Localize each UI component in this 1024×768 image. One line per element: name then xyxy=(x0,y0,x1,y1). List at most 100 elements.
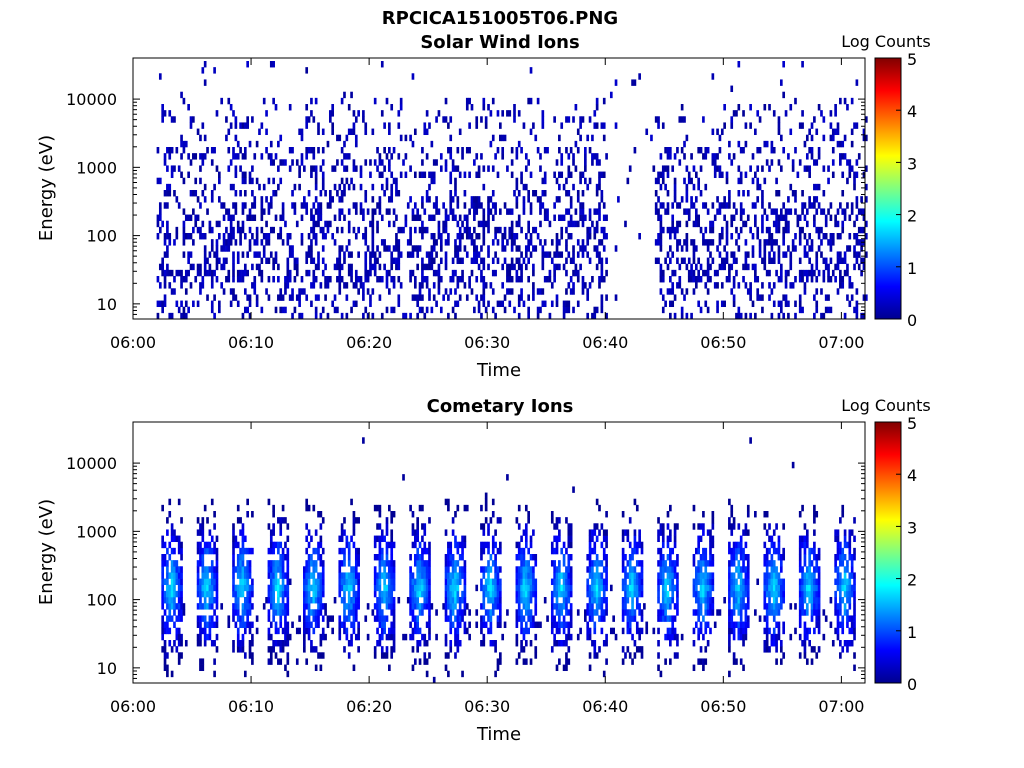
heatmap-cell xyxy=(565,300,568,308)
heatmap-cell xyxy=(232,294,235,301)
heatmap-cell xyxy=(605,603,608,610)
heatmap-cell xyxy=(272,560,275,567)
heatmap-cell xyxy=(664,300,667,308)
heatmap-cell xyxy=(784,208,788,215)
heatmap-cell xyxy=(480,312,483,320)
heatmap-cell xyxy=(591,547,594,555)
heatmap-cell xyxy=(728,584,731,592)
heatmap-cell xyxy=(862,312,866,320)
heatmap-cell xyxy=(600,269,604,277)
heatmap-cell xyxy=(324,282,327,289)
heatmap-cell xyxy=(428,584,431,592)
heatmap-cell xyxy=(836,233,840,240)
heatmap-cell xyxy=(331,128,335,136)
heatmap-cell xyxy=(175,269,179,277)
heatmap-cell xyxy=(600,226,604,234)
heatmap-cell xyxy=(473,159,476,166)
heatmap-cell xyxy=(416,640,420,647)
heatmap-cell xyxy=(236,269,240,277)
heatmap-cell xyxy=(255,294,259,301)
heatmap-cell xyxy=(732,590,736,598)
heatmap-cell xyxy=(853,183,856,191)
heatmap-cell xyxy=(801,226,804,234)
heatmap-cell xyxy=(728,560,731,567)
heatmap-cell xyxy=(730,578,734,586)
heatmap-cell xyxy=(218,177,221,185)
heatmap-cell xyxy=(702,572,705,579)
heatmap-cell xyxy=(158,202,162,209)
heatmap-cell xyxy=(794,97,797,105)
heatmap-cell xyxy=(184,269,188,277)
heatmap-cell xyxy=(730,233,734,240)
heatmap-cell xyxy=(631,590,634,598)
heatmap-cell xyxy=(321,245,325,252)
heatmap-cell xyxy=(347,208,351,215)
heatmap-cell xyxy=(347,578,351,586)
heatmap-cell xyxy=(383,597,386,604)
heatmap-cell xyxy=(364,128,368,136)
heatmap-cell xyxy=(281,560,285,567)
heatmap-cell xyxy=(749,282,752,289)
heatmap-cell xyxy=(177,603,181,610)
heatmap-cell xyxy=(444,159,448,166)
heatmap-cell xyxy=(494,566,497,573)
heatmap-cell xyxy=(388,603,391,610)
heatmap-cell xyxy=(210,276,214,283)
heatmap-cell xyxy=(439,306,443,314)
heatmap-cell xyxy=(595,578,599,586)
heatmap-cell xyxy=(850,165,854,172)
heatmap-cell xyxy=(482,621,486,629)
heatmap-cell xyxy=(203,79,207,86)
heatmap-cell xyxy=(513,306,516,314)
heatmap-cell xyxy=(716,208,719,215)
heatmap-cell xyxy=(520,251,523,258)
heatmap-cell xyxy=(326,226,330,234)
heatmap-cell xyxy=(813,183,816,191)
heatmap-cell xyxy=(595,584,599,592)
heatmap-cell xyxy=(567,627,571,635)
heatmap-cell xyxy=(534,621,538,629)
heatmap-cell xyxy=(449,208,453,215)
heatmap-cell xyxy=(692,220,696,228)
heatmap-cell xyxy=(269,547,273,555)
heatmap-cell xyxy=(416,584,420,592)
heatmap-cell xyxy=(770,312,774,320)
heatmap-cell xyxy=(725,233,729,240)
heatmap-cell xyxy=(458,233,462,240)
heatmap-cell xyxy=(222,202,226,209)
heatmap-cell xyxy=(388,627,391,635)
heatmap-cell xyxy=(312,282,316,289)
heatmap-cell xyxy=(692,578,696,586)
heatmap-cell xyxy=(208,621,212,629)
heatmap-cell xyxy=(376,504,379,512)
heatmap-cell xyxy=(203,584,207,592)
heatmap-cell xyxy=(388,122,391,129)
heatmap-cell xyxy=(522,202,526,209)
heatmap-cell xyxy=(657,233,660,240)
heatmap-cell xyxy=(761,257,764,265)
x-tick-label: 07:00 xyxy=(818,333,864,352)
heatmap-cell xyxy=(328,110,332,117)
heatmap-cell xyxy=(454,245,457,252)
heatmap-cell xyxy=(562,572,566,579)
heatmap-cell xyxy=(737,165,741,172)
heatmap-cell xyxy=(591,584,594,592)
heatmap-cell xyxy=(782,61,786,68)
heatmap-cell xyxy=(380,312,384,320)
heatmap-cell xyxy=(595,498,599,506)
heatmap-cell xyxy=(447,652,450,659)
heatmap-cell xyxy=(449,547,453,555)
heatmap-cell xyxy=(163,664,167,672)
heatmap-cell xyxy=(529,67,533,74)
heatmap-cell xyxy=(815,300,819,308)
heatmap-cell xyxy=(534,226,538,234)
heatmap-cell xyxy=(763,523,767,530)
heatmap-cell xyxy=(666,572,670,579)
heatmap-cell xyxy=(541,202,545,209)
heatmap-cell xyxy=(380,554,384,561)
heatmap-cell xyxy=(770,288,774,295)
heatmap-cell xyxy=(392,633,396,641)
heatmap-cell xyxy=(385,646,389,653)
heatmap-cell xyxy=(494,226,497,234)
heatmap-cell xyxy=(489,621,493,629)
